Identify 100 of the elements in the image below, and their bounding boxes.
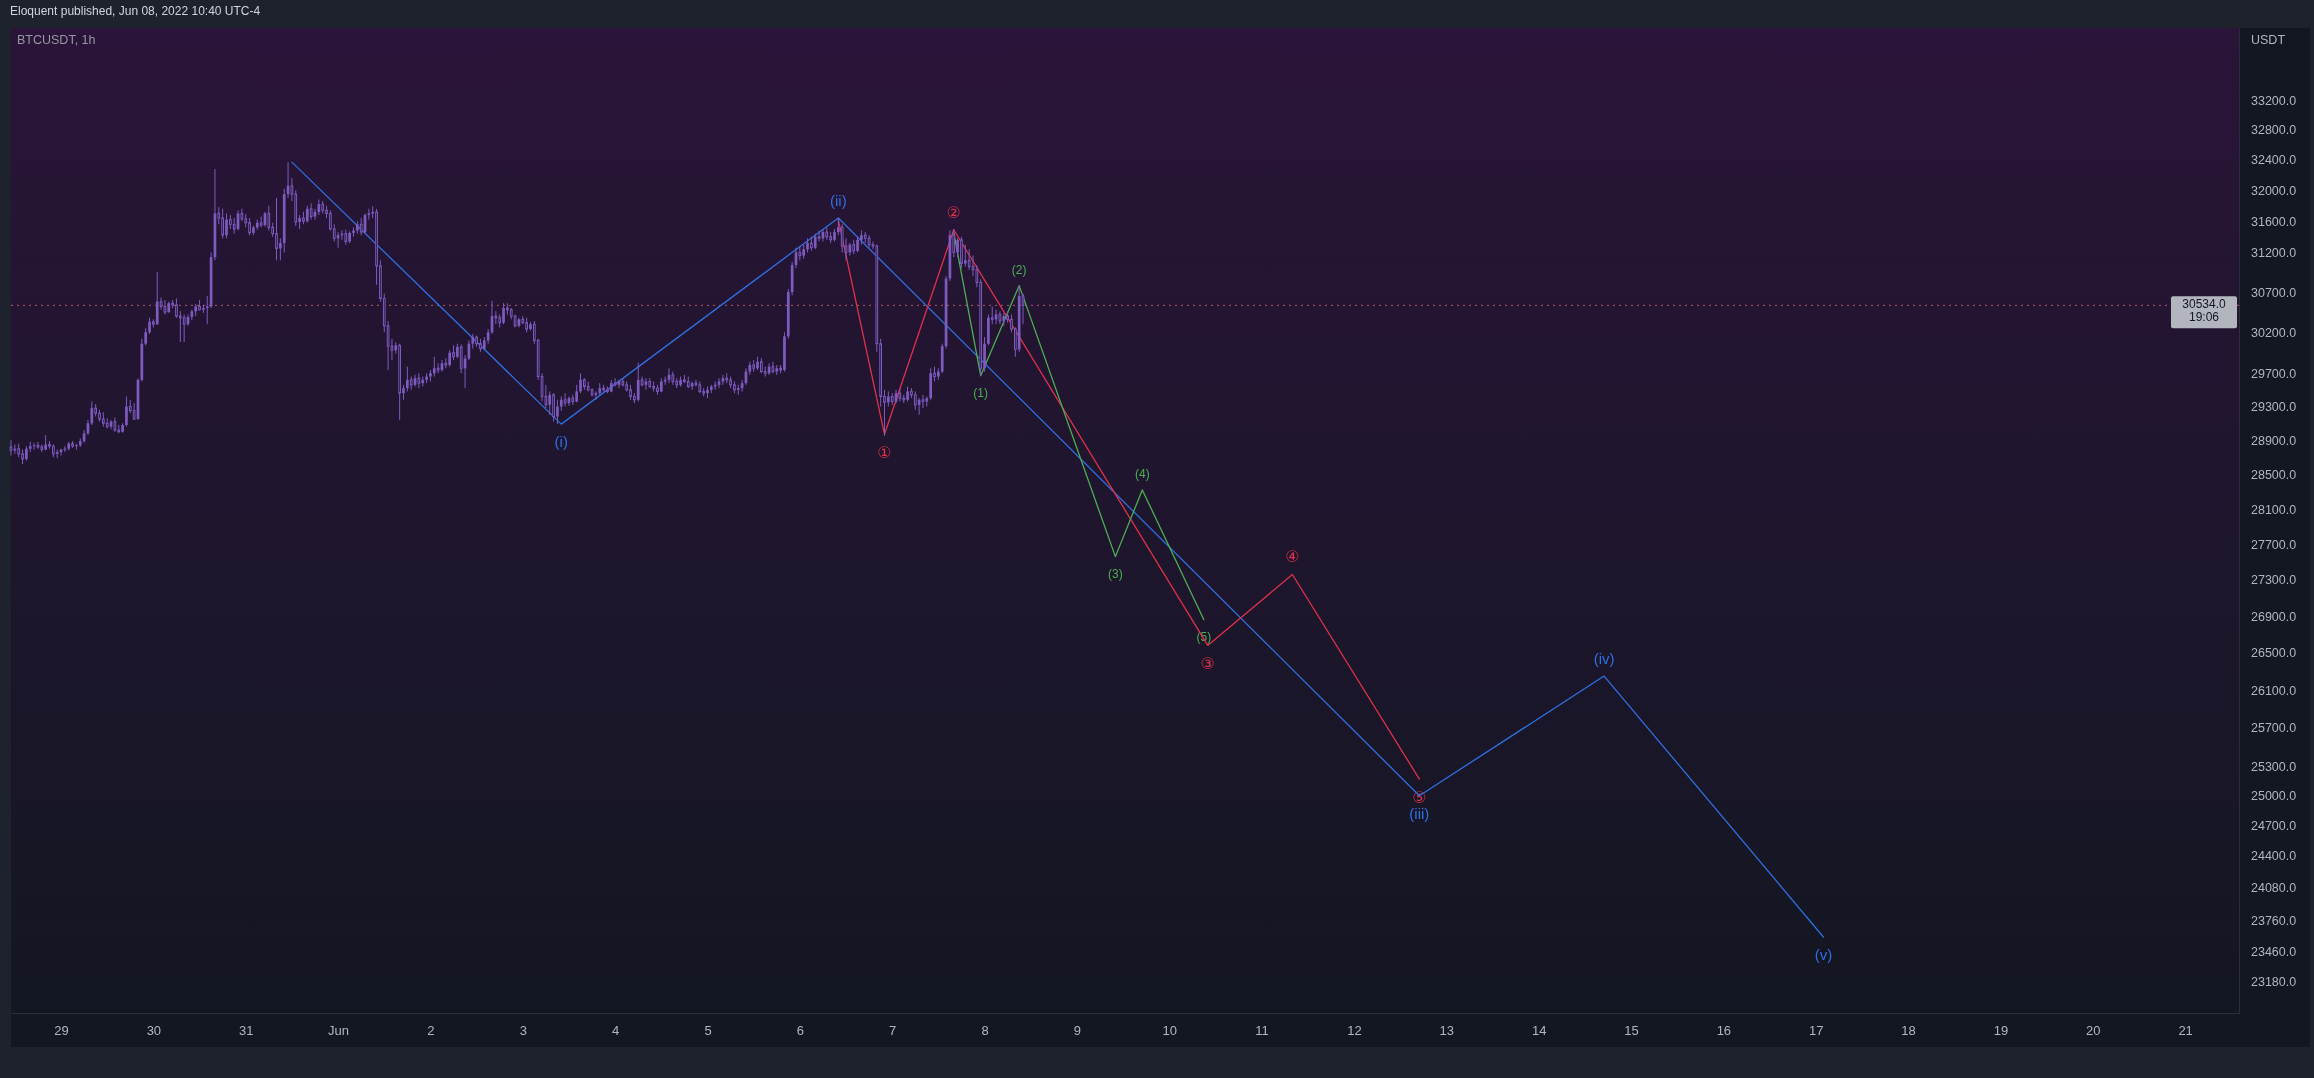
y-tick-label: 26100.0	[2251, 683, 2297, 698]
annotation: ④	[1285, 548, 1300, 566]
x-tick-label: 18	[1901, 1023, 1916, 1039]
annotation: ②	[946, 203, 961, 221]
x-tick-label: Jun	[328, 1023, 350, 1039]
annotation: (iv)	[1593, 650, 1615, 668]
y-tick-label: 27300.0	[2251, 573, 2297, 588]
y-tick-label: 30200.0	[2251, 325, 2297, 340]
candlestick	[867, 234, 871, 249]
candlestick	[182, 314, 186, 343]
line-series	[953, 232, 1205, 621]
y-tick-label: 24700.0	[2251, 818, 2297, 833]
candlestick	[960, 236, 963, 269]
y-tick-label: 25700.0	[2251, 721, 2297, 736]
y-tick-label: 32800.0	[2251, 123, 2297, 138]
annotation: ③	[1200, 655, 1215, 673]
y-tick-label: 29700.0	[2251, 366, 2297, 381]
x-tick-label: 14	[1531, 1023, 1547, 1039]
x-tick-label: 9	[1073, 1023, 1082, 1039]
candlestick	[259, 216, 263, 228]
annotation: (4)	[1134, 466, 1150, 481]
candlestick	[913, 390, 917, 411]
ref-line-label: 30534.0 19:06	[2182, 297, 2227, 325]
annotation: (3)	[1108, 566, 1123, 581]
candlestick	[155, 271, 159, 326]
x-tick-label: 16	[1716, 1023, 1732, 1039]
candlestick	[563, 392, 567, 407]
x-tick-label: 3	[519, 1023, 527, 1039]
y-axis-title: USDT	[2251, 33, 2286, 47]
chart-title: BTCUSDT, 1h	[17, 33, 96, 47]
y-tick-label: 23180.0	[2251, 974, 2297, 989]
candlestick	[613, 377, 617, 387]
candlestick	[225, 212, 228, 239]
candlestick	[221, 208, 224, 239]
annotation: ①	[877, 444, 892, 462]
y-tick-label: 23760.0	[2251, 913, 2297, 928]
x-tick-label: 20	[2086, 1023, 2101, 1039]
candlestick	[417, 372, 421, 389]
candlestick	[432, 356, 436, 378]
x-tick-label: 7	[889, 1023, 897, 1039]
x-tick-label: 15	[1624, 1023, 1639, 1039]
y-tick-label: 24400.0	[2251, 848, 2297, 863]
candlestick	[267, 205, 271, 232]
candlestick	[9, 439, 13, 457]
annotation: (ii)	[829, 192, 847, 210]
y-tick-label: 31200.0	[2251, 245, 2297, 260]
y-tick-label: 32400.0	[2251, 153, 2297, 168]
candlestick	[579, 372, 582, 394]
y-tick-label: 29300.0	[2251, 400, 2297, 414]
y-tick-label: 26500.0	[2251, 646, 2297, 661]
y-tick-label: 24080.0	[2251, 881, 2297, 896]
x-tick-label: 10	[1162, 1023, 1177, 1039]
y-tick-label: 23460.0	[2251, 945, 2297, 960]
line-series	[291, 161, 1825, 938]
annotation: (iii)	[1409, 804, 1430, 822]
x-tick-label: 31	[238, 1023, 254, 1039]
candlestick	[436, 362, 440, 374]
y-tick-label: 26900.0	[2251, 609, 2297, 624]
candlestick	[367, 208, 371, 221]
x-tick-label: 8	[981, 1023, 989, 1039]
annotation: (1)	[973, 385, 989, 400]
y-tick-label: 28100.0	[2251, 502, 2297, 517]
candlestick	[502, 302, 505, 325]
x-tick-label: 5	[704, 1023, 712, 1039]
x-tick-label: 17	[1808, 1023, 1824, 1039]
candlestick	[406, 366, 409, 392]
text: Eloquent published, Jun 08, 2022 10:40 UTC-4	[10, 4, 261, 18]
candlestick	[275, 197, 278, 261]
x-tick-label: 21	[2178, 1023, 2193, 1039]
x-tick-label: 11	[1255, 1023, 1269, 1039]
y-tick-label: 28500.0	[2251, 467, 2297, 482]
y-tick-label: 30700.0	[2251, 285, 2297, 300]
candlestick	[279, 237, 282, 261]
x-tick-label: 2	[427, 1023, 435, 1039]
candlestick	[36, 441, 40, 450]
candlestick	[309, 202, 313, 221]
y-tick-label: 32000.0	[2251, 183, 2297, 198]
y-tick-label: 31600.0	[2251, 214, 2297, 229]
candlestick	[594, 390, 598, 401]
y-tick-label: 25000.0	[2251, 789, 2297, 804]
candlestick	[163, 299, 167, 315]
candlestick	[636, 362, 640, 402]
annotation: (i)	[554, 433, 568, 451]
x-tick-label: 6	[796, 1023, 804, 1039]
candlestick	[898, 387, 902, 402]
y-tick-label: 27700.0	[2251, 537, 2297, 552]
annotation: (v)	[1814, 946, 1833, 964]
x-tick-label: 29	[54, 1023, 69, 1039]
y-tick-label: 33200.0	[2251, 93, 2297, 108]
y-tick-label: 25300.0	[2251, 759, 2297, 774]
y-tick-label: 28900.0	[2251, 433, 2297, 448]
annotation: ⑤	[1412, 789, 1427, 807]
x-tick-label: 4	[612, 1023, 620, 1039]
candlestick	[175, 297, 178, 319]
annotation: (2)	[1011, 262, 1027, 277]
candlestick	[552, 392, 555, 423]
x-tick-label: 12	[1347, 1023, 1362, 1039]
x-tick-label: 30	[146, 1023, 162, 1039]
x-tick-label: 19	[1993, 1023, 2009, 1039]
candlestick	[125, 395, 128, 428]
